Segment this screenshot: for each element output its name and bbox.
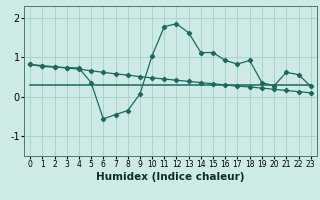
X-axis label: Humidex (Indice chaleur): Humidex (Indice chaleur) xyxy=(96,172,245,182)
